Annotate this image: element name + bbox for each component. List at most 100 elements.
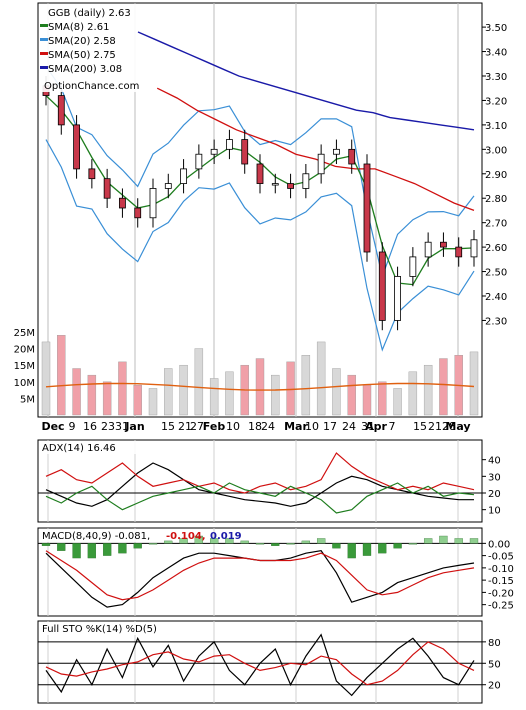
price-tick-label: 2.30 — [485, 316, 507, 327]
x-tick-label: 10 — [305, 420, 319, 433]
price-tick-label: 3.50 — [485, 23, 507, 34]
histogram-bar — [72, 543, 81, 559]
histogram-bar — [102, 543, 112, 556]
x-tick-label: Mar — [284, 420, 308, 433]
volume-bar — [271, 374, 280, 416]
panel-title-background — [39, 622, 159, 635]
price-tick-label: 3.20 — [485, 96, 507, 107]
x-tick-label: 28 — [442, 420, 456, 433]
histogram-bar — [271, 543, 280, 546]
x-tick-label: 27 — [190, 420, 204, 433]
histogram-bar — [133, 543, 142, 549]
volume-bar — [209, 378, 219, 416]
bollinger-upper-line — [45, 65, 475, 279]
axis-tick-label: -0.10 — [488, 564, 514, 575]
candlestick — [409, 256, 417, 277]
x-tick-label: 7 — [389, 420, 396, 433]
x-tick-label: May — [445, 420, 470, 433]
x-tick-label: 23 — [101, 420, 115, 433]
axis-tick-label: 20 — [488, 681, 501, 692]
candlestick — [119, 197, 126, 209]
price-tick-label: 2.90 — [485, 170, 507, 181]
axis-tick-label: -0.15 — [488, 576, 514, 587]
volume-bar — [332, 368, 341, 416]
histogram-bar — [179, 538, 188, 544]
candlestick — [424, 241, 432, 258]
volume-tick-label: 20M — [14, 345, 35, 356]
x-tick-label: 15 — [413, 420, 427, 433]
volume-bar — [41, 341, 51, 416]
x-tick-label: 16 — [83, 420, 97, 433]
histogram-bar — [454, 538, 463, 544]
axis-tick-label: -0.05 — [488, 552, 514, 563]
histogram-bar — [393, 543, 402, 549]
histogram-bar — [148, 543, 158, 545]
panel-title: ADX(14) 16.46 — [42, 443, 116, 454]
panel-title: Full STO %K(14) %D(5) — [42, 624, 157, 635]
candlestick — [440, 241, 447, 248]
histogram-bar — [469, 538, 479, 544]
x-tick-label: Dec — [41, 420, 64, 433]
volume-bar — [286, 361, 295, 416]
histogram-bar — [408, 543, 418, 545]
price-tick-label: 2.80 — [485, 194, 507, 205]
legend-background — [39, 4, 137, 92]
volume-average-line — [45, 382, 475, 391]
volume-bar — [469, 351, 479, 416]
candlestick — [333, 148, 340, 155]
volume-bar — [179, 364, 188, 416]
volume-bar — [194, 348, 204, 416]
price-tick-label: 3.00 — [485, 145, 507, 156]
price-tick-label: 2.60 — [485, 243, 507, 254]
candlestick — [57, 95, 65, 126]
series-line-1 — [45, 641, 475, 686]
histogram-bar — [378, 543, 387, 554]
histogram-bar — [301, 540, 311, 544]
candlestick — [287, 183, 294, 189]
price-tick-label: 2.50 — [485, 268, 507, 279]
sma200-line — [137, 31, 475, 131]
candlestick — [241, 139, 249, 165]
histogram-bar — [316, 538, 326, 544]
candlestick — [363, 163, 371, 253]
histogram-bar — [209, 538, 219, 544]
volume-bar — [225, 371, 234, 416]
candlestick — [149, 188, 157, 219]
price-tick-label: 3.10 — [485, 121, 507, 132]
legend-swatch — [40, 24, 48, 27]
candlestick — [317, 153, 325, 175]
volume-bar — [423, 364, 433, 416]
price-tick-label: 2.70 — [485, 219, 507, 230]
candlestick — [378, 251, 386, 321]
watermark-text: OptionChance.com — [44, 81, 139, 92]
volume-bar — [439, 358, 448, 416]
axis-tick-label: -0.20 — [488, 588, 514, 599]
axis-tick-label: -0.25 — [488, 601, 514, 612]
price-panel: 3.50 3.40 3.30 3.20 3.10 3.00 2.90 2.80 2.70 2.60… — [14, 2, 507, 433]
x-tick-label: 24 — [261, 420, 275, 433]
candlestick — [195, 153, 203, 170]
x-tick-label: 21 — [428, 420, 442, 433]
x-tick-label: 21 — [178, 420, 192, 433]
candlestick — [470, 239, 478, 258]
volume-bar — [408, 371, 418, 416]
histogram-bar — [164, 540, 173, 544]
histogram-bar — [423, 538, 433, 544]
candlestick — [455, 246, 463, 258]
volume-bar — [393, 388, 402, 416]
axis-tick-label: 30 — [488, 472, 501, 483]
series-line-2 — [45, 482, 475, 514]
candlestick — [271, 183, 279, 186]
axis-tick-label: 10 — [488, 506, 501, 517]
sma50-line — [156, 87, 475, 212]
histogram-bar — [286, 543, 295, 545]
histogram-bar — [225, 538, 234, 544]
legend-swatch — [40, 38, 48, 41]
volume-tick-label: 10M — [14, 378, 35, 389]
series-line-1 — [45, 452, 475, 494]
volume-bar — [378, 381, 387, 416]
series-line-0 — [45, 633, 475, 697]
x-tick-label: 9 — [69, 420, 76, 433]
